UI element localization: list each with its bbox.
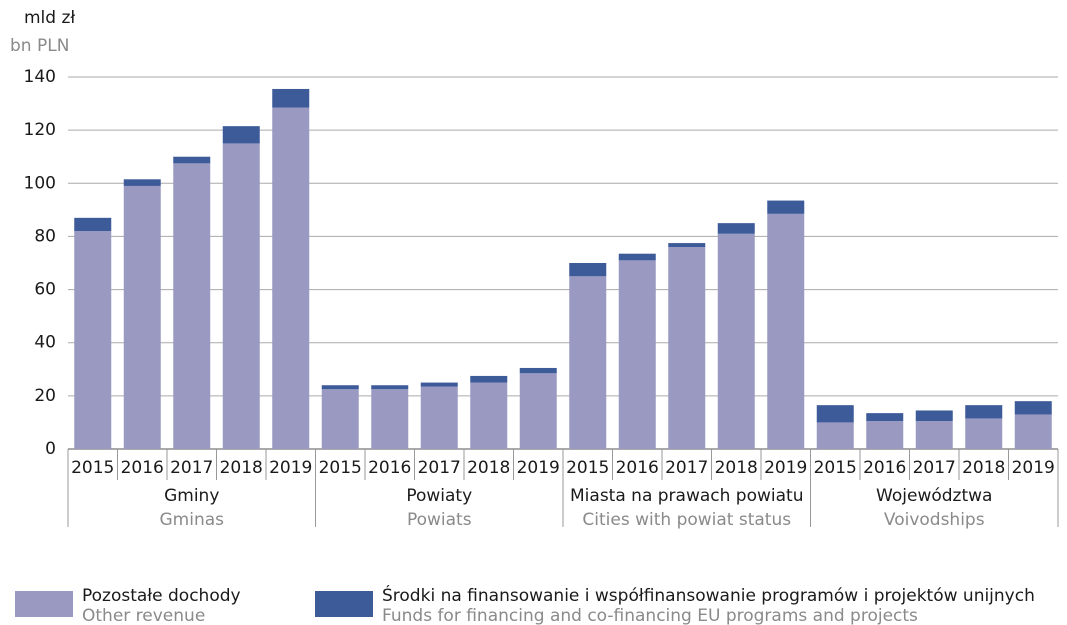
y-axis-label: mld zł (24, 8, 75, 28)
bar-segment (470, 382, 508, 449)
x-tick-label: 2017 (418, 458, 461, 478)
bar-segment (668, 243, 706, 248)
bar-segment (965, 405, 1003, 419)
bar-segment (173, 163, 211, 449)
bar-segment (915, 421, 953, 449)
y-tick-label: 0 (45, 439, 56, 459)
x-tick-label: 2019 (764, 458, 807, 478)
bar-segment (420, 386, 458, 449)
x-tick-label: 2018 (715, 458, 758, 478)
group-label: Gminy (164, 486, 219, 506)
bar-segment (222, 126, 260, 144)
bar-segment (618, 253, 656, 261)
bar-segment (173, 156, 211, 164)
x-tick-label: 2019 (269, 458, 312, 478)
x-tick-label: 2018 (467, 458, 510, 478)
x-tick-label: 2015 (71, 458, 114, 478)
bar-segment (965, 418, 1003, 449)
y-tick-label: 20 (34, 386, 56, 406)
bar-segment (767, 200, 805, 214)
bar-segment (470, 375, 508, 383)
bar-segment (618, 260, 656, 449)
x-tick-label: 2019 (517, 458, 560, 478)
bar-segment (371, 385, 409, 390)
bar-segment (569, 263, 607, 277)
x-tick-label: 2015 (566, 458, 609, 478)
bar-segment (915, 410, 953, 422)
x-tick-label: 2016 (863, 458, 906, 478)
x-tick-label: 2017 (665, 458, 708, 478)
x-tick-label: 2016 (368, 458, 411, 478)
bar-segment (569, 276, 607, 449)
legend-label: Środki na finansowanie i współfinansowan… (382, 584, 1035, 606)
bar-segment (371, 389, 409, 449)
bar-segment (668, 247, 706, 449)
bar-segment (222, 143, 260, 449)
x-tick-label: 2018 (962, 458, 1005, 478)
x-tick-label: 2018 (220, 458, 263, 478)
bar-segment (74, 231, 112, 449)
bar-segment (321, 385, 359, 390)
y-tick-label: 40 (34, 333, 56, 353)
legend-swatch (15, 591, 73, 617)
x-tick-label: 2019 (1012, 458, 1055, 478)
bar-segment (420, 382, 458, 387)
y-tick-label: 80 (34, 226, 56, 246)
bar-segment (123, 179, 161, 186)
bar-segment (866, 421, 904, 449)
bar-segment (519, 367, 557, 374)
x-tick-label: 2016 (616, 458, 659, 478)
bar-segment (272, 88, 310, 108)
y-tick-label: 140 (24, 67, 56, 87)
group-sublabel: Voivodships (884, 510, 985, 530)
y-tick-label: 60 (34, 280, 56, 300)
bar-segment (866, 413, 904, 422)
legend-label-en: Funds for financing and co-financing EU … (382, 606, 918, 625)
legend-label-en: Other revenue (82, 606, 205, 625)
x-tick-label: 2016 (121, 458, 164, 478)
bar-segment (1014, 414, 1052, 449)
y-tick-label: 120 (24, 120, 56, 140)
x-tick-label: 2017 (170, 458, 213, 478)
x-tick-label: 2015 (814, 458, 857, 478)
bar-segment (272, 107, 310, 450)
bar-segment (717, 223, 755, 234)
bar-segment (74, 217, 112, 232)
group-sublabel: Powiats (407, 510, 472, 530)
group-sublabel: Cities with powiat status (582, 510, 791, 530)
legend-label: Pozostałe dochody (82, 586, 241, 606)
group-label: Powiaty (406, 486, 472, 506)
bar-segment (519, 373, 557, 449)
bar-segment (767, 213, 805, 449)
group-sublabel: Gminas (159, 510, 224, 530)
bar-segment (1014, 401, 1052, 415)
bar-segment (123, 185, 161, 449)
group-label: Miasta na prawach powiatu (570, 486, 803, 506)
x-tick-label: 2015 (319, 458, 362, 478)
y-axis-label-en: bn PLN (10, 36, 69, 56)
bar-segment (321, 389, 359, 449)
bar-segment (816, 422, 854, 449)
x-tick-label: 2017 (913, 458, 956, 478)
legend-swatch (315, 591, 373, 617)
bar-segment (816, 405, 854, 423)
group-label: Województwa (876, 486, 992, 506)
y-tick-label: 100 (24, 173, 56, 193)
bar-segment (717, 233, 755, 449)
